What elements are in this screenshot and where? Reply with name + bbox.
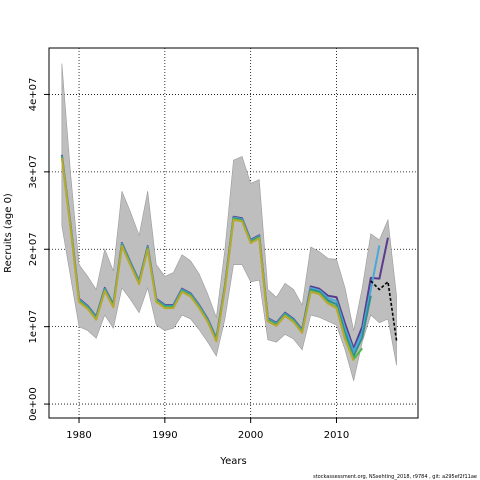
- y-tick-label: 2e+07: [28, 232, 39, 266]
- x-axis: 1980 1990 2000 2010: [66, 418, 349, 441]
- y-tick-label: 3e+07: [28, 155, 39, 189]
- x-tick-label: 1990: [152, 430, 177, 441]
- x-axis-title: Years: [219, 456, 246, 467]
- y-tick-label: 0e+00: [28, 387, 39, 421]
- plot-frame: [48, 47, 419, 419]
- y-tick-label: 4e+07: [28, 78, 39, 112]
- y-axis: 0e+00 1e+07 2e+07 3e+07 4e+07: [28, 78, 49, 421]
- series-line-6: [370, 280, 398, 341]
- y-axis-title: Recruits (age 0): [3, 193, 14, 273]
- x-tick-label: 2010: [324, 430, 349, 441]
- footer-credit: stockassessment.org, NSsehting_2018, r97…: [313, 474, 477, 480]
- x-tick-label: 1980: [66, 430, 91, 441]
- confidence-band-area: [61, 63, 397, 381]
- series-lines: [60, 154, 398, 362]
- x-tick-label: 2000: [238, 430, 263, 441]
- confidence-band: [61, 63, 397, 381]
- y-tick-label: 1e+07: [28, 310, 39, 344]
- series-line-5: [60, 157, 355, 362]
